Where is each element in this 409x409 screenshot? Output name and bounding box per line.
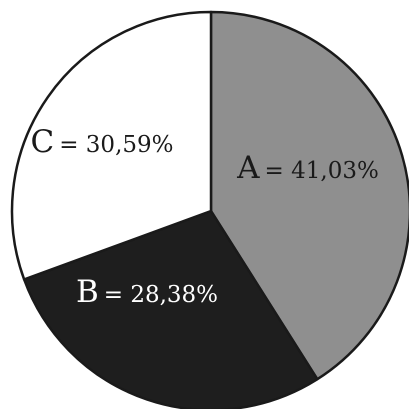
pie-slice-b — [22, 209, 319, 409]
pie-labels: A = 41,03% B = 28,38% C = 30,59% — [30, 124, 378, 310]
slice-label-b: B = 28,38% — [76, 274, 218, 310]
slice-letter-c: C — [30, 124, 54, 160]
slice-letter-a: A — [236, 150, 260, 186]
slice-value-a: = 41,03% — [265, 158, 379, 184]
slice-label-c: C = 30,59% — [30, 124, 173, 160]
slice-value-c: = 30,59% — [59, 132, 173, 158]
slice-label-a: A = 41,03% — [236, 150, 379, 186]
pie-slices — [10, 10, 409, 409]
slice-letter-b: B — [76, 274, 99, 310]
slice-value-b: = 28,38% — [104, 282, 218, 308]
pie-slice-c — [10, 10, 213, 281]
